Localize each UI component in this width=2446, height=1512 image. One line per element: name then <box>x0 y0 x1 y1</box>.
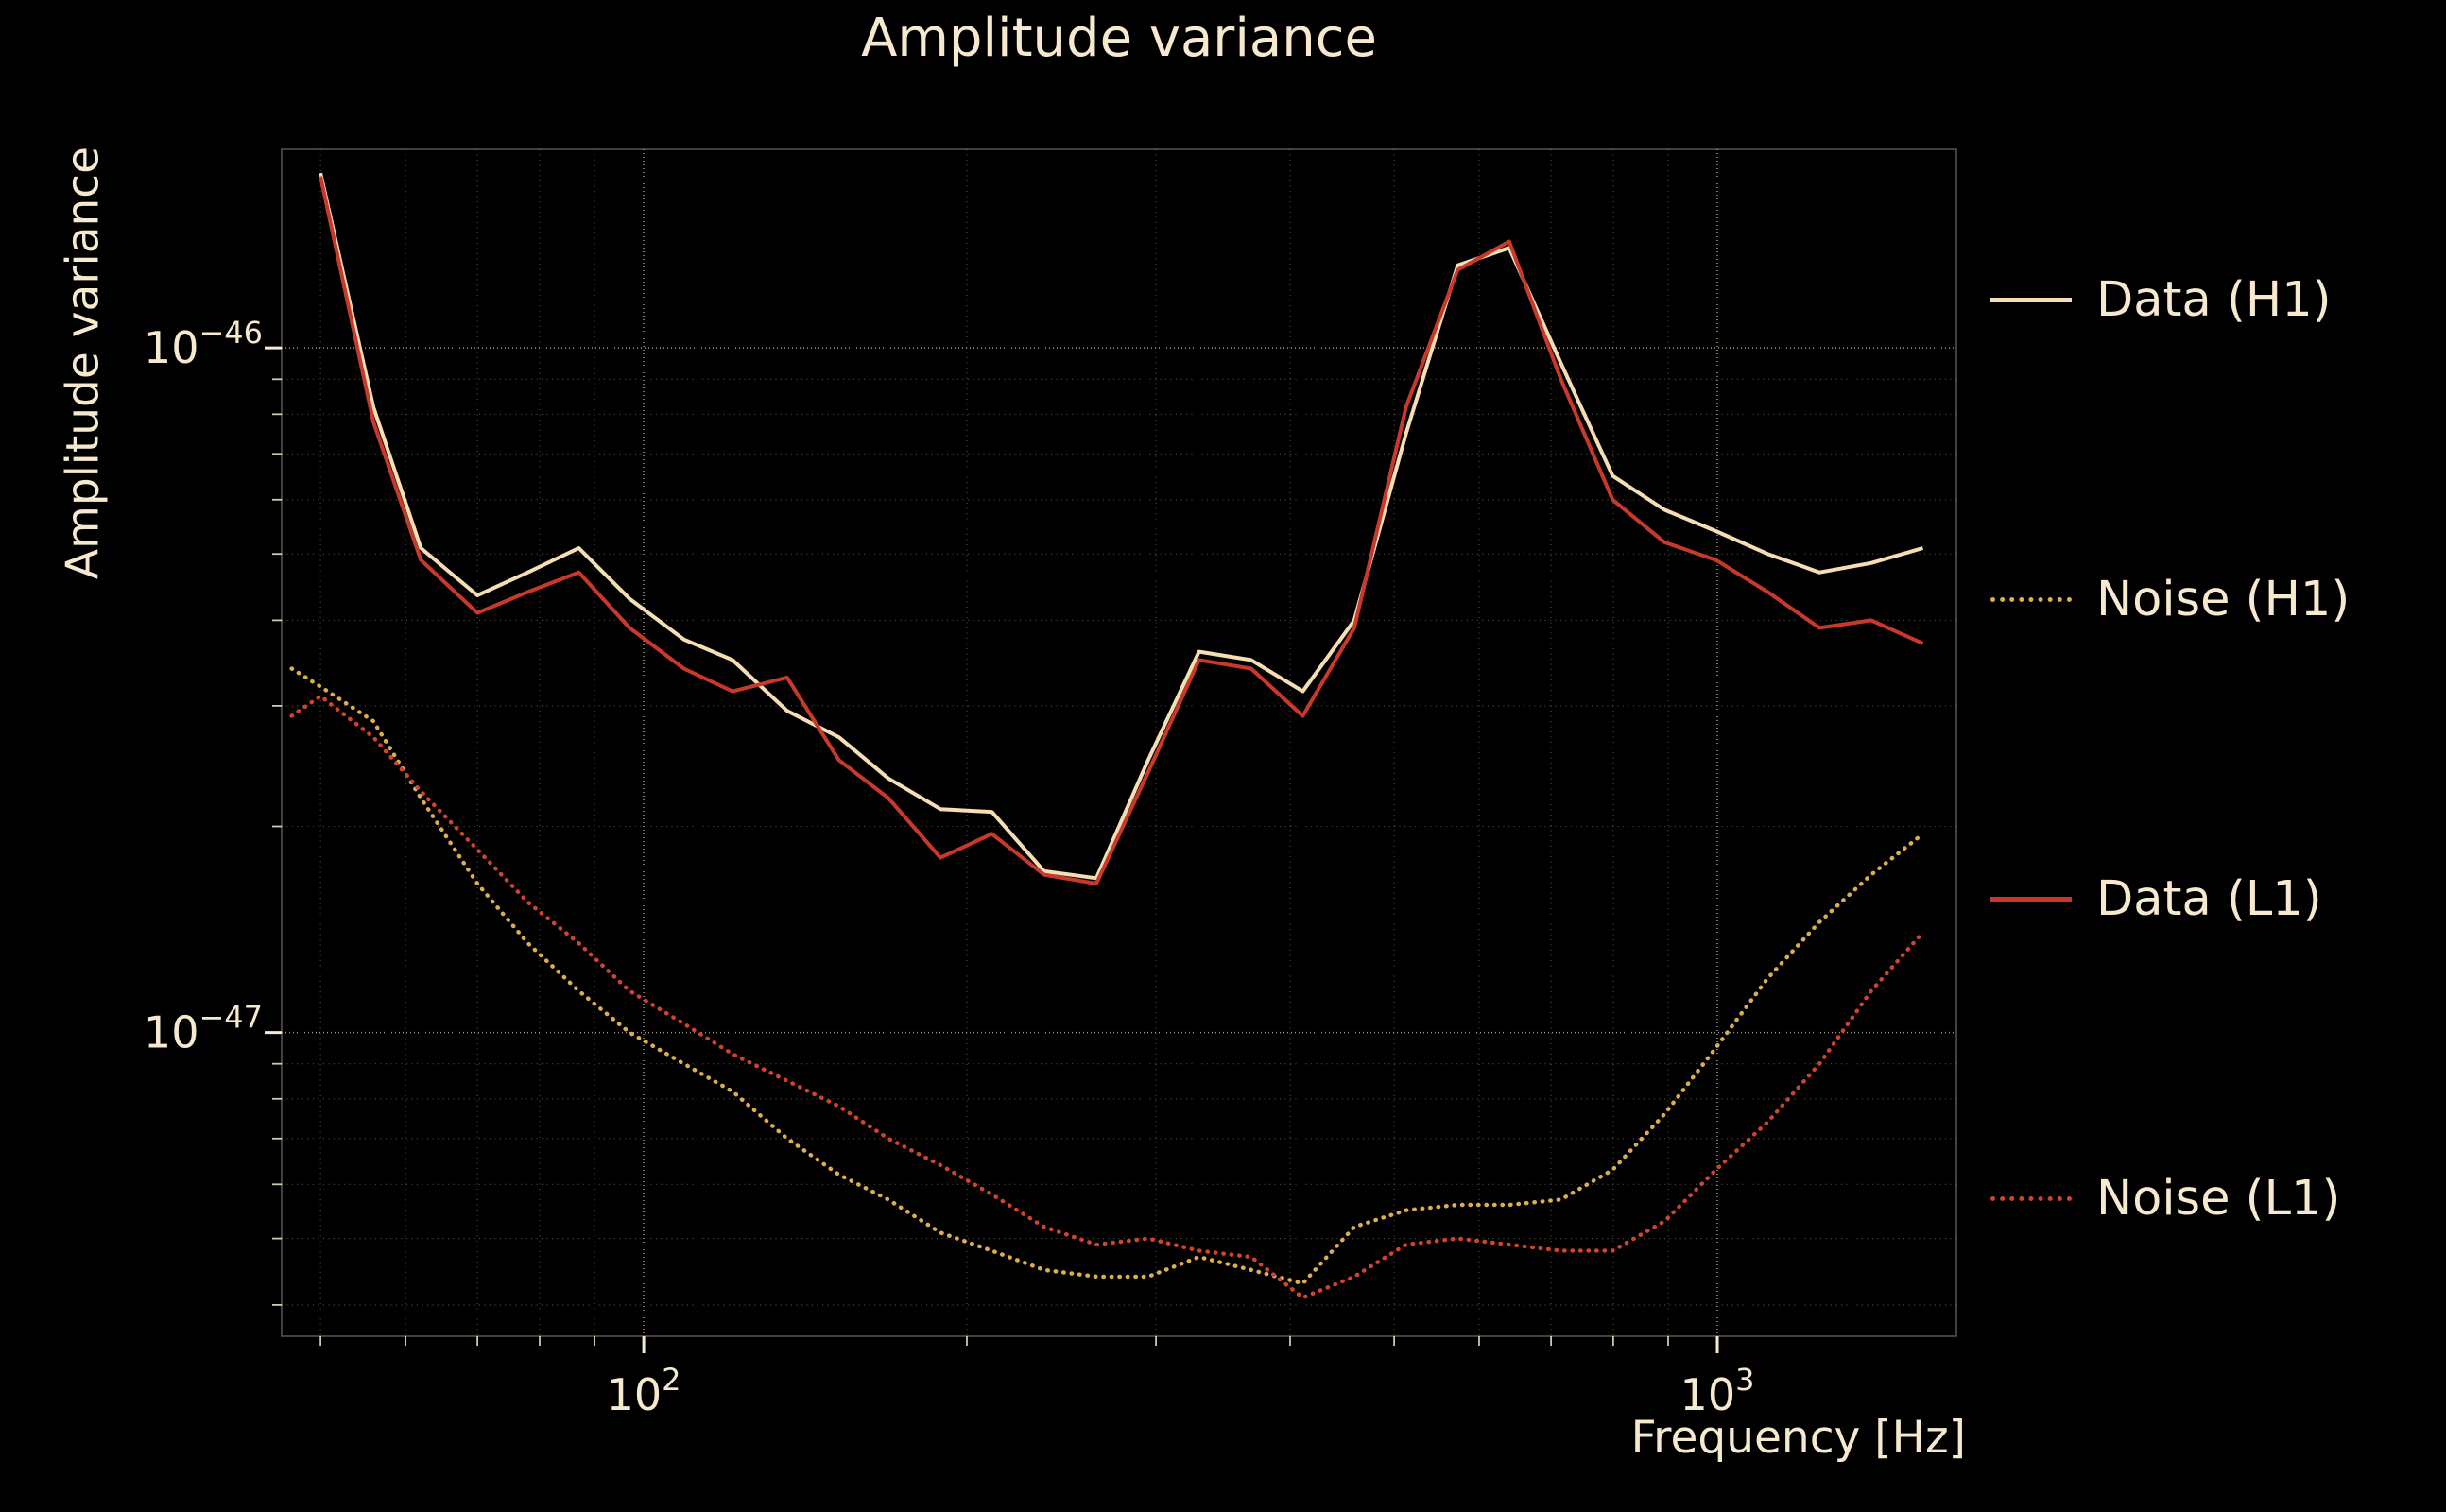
legend-label: Noise (L1) <box>2096 1171 2341 1227</box>
plot-frame <box>281 148 1957 1337</box>
legend-label: Noise (H1) <box>2096 572 2351 627</box>
y-tick-label-10e-47: 10−47 <box>144 1000 263 1058</box>
series-line-data-h1 <box>319 172 1924 881</box>
series-line-noise-h1 <box>289 666 1925 1286</box>
y-tick-label-10e-46: 10−46 <box>144 315 263 373</box>
legend-line-sample-data-l1 <box>1990 897 2072 902</box>
legend-line-sample-data-h1 <box>1990 298 2072 302</box>
legend-label: Data (L1) <box>2096 871 2322 927</box>
gridlines <box>282 149 1956 1336</box>
tick-labels: 102 103 10−46 10−47 <box>144 315 1755 1420</box>
legend-item-noise-h1: Noise (H1) <box>1990 572 2350 627</box>
legend-line-sample-noise-l1 <box>1990 1196 2072 1201</box>
series-line-noise-l1 <box>289 694 1925 1300</box>
x-tick-label-10e2: 102 <box>607 1362 681 1420</box>
legend-item-data-h1: Data (H1) <box>1990 272 2350 328</box>
tick-marks <box>265 346 1719 1353</box>
series-line-data-l1 <box>319 176 1924 885</box>
legend-item-noise-l1: Noise (L1) <box>1990 1171 2350 1227</box>
legend-line-sample-noise-h1 <box>1990 597 2072 602</box>
x-tick-label-10e3: 103 <box>1680 1362 1755 1420</box>
series-lines <box>289 172 1925 1300</box>
legend-item-data-l1: Data (L1) <box>1990 871 2350 927</box>
chart-title: Amplitude variance <box>861 8 1377 69</box>
x-axis-label: Frequency [Hz] <box>1630 1412 1966 1464</box>
legend-label: Data (H1) <box>2096 272 2332 328</box>
legend: Data (H1) Noise (H1) Data (L1) Noise (L1… <box>1990 272 2350 1227</box>
